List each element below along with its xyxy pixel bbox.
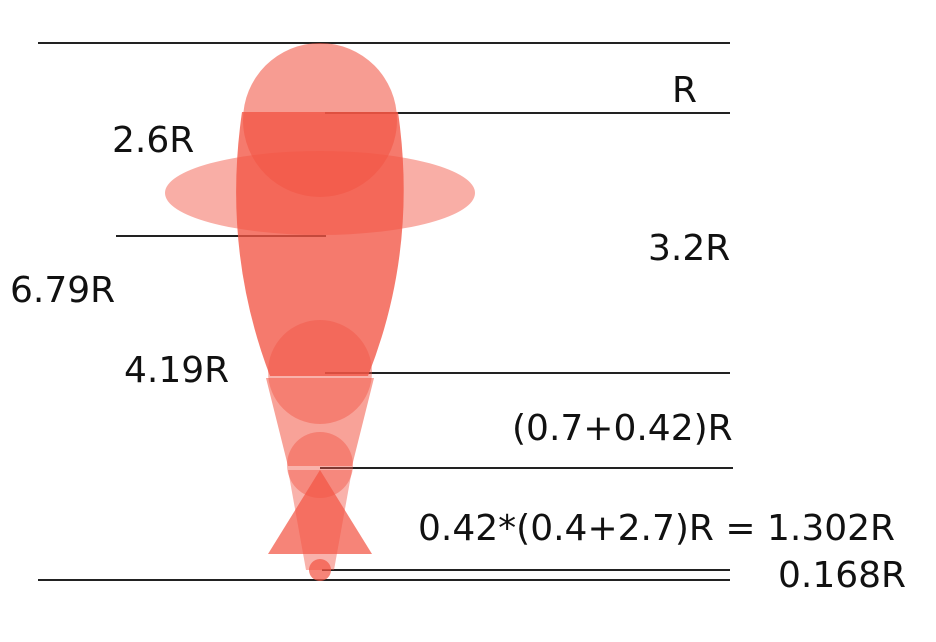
label-4-19r: 4.19R xyxy=(124,350,230,391)
label-sum-r: (0.7+0.42)R xyxy=(512,408,733,449)
tail-fin-triangle xyxy=(268,470,372,554)
tail-circle xyxy=(287,432,353,498)
tail-tip-dot xyxy=(309,559,331,581)
label-2-6r: 2.6R xyxy=(112,120,195,161)
label-formula: 0.42*(0.4+2.7)R = 1.302R xyxy=(418,508,896,549)
body-shape xyxy=(236,112,404,376)
label-3-2r: 3.2R xyxy=(648,228,731,269)
label-r: R xyxy=(672,70,698,111)
label-6-79r: 6.79R xyxy=(10,270,116,311)
label-0-168r: 0.168R xyxy=(778,555,907,596)
lower-body-shape xyxy=(266,378,374,466)
